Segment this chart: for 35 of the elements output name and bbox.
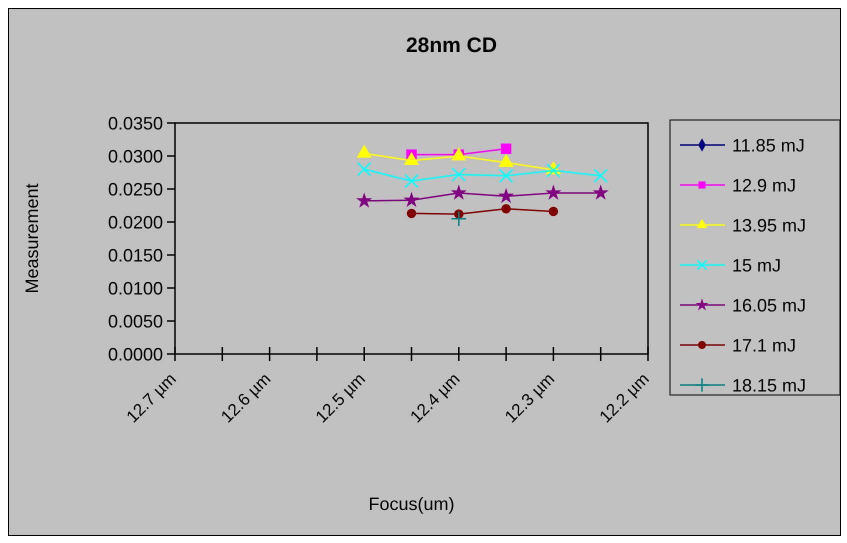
y-tick-label: 0.0000 (108, 344, 163, 364)
point (500, 143, 512, 154)
y-tick-label: 0.0300 (108, 146, 163, 166)
y-tick-label: 0.0250 (108, 179, 163, 200)
y-tick-label: 0.0150 (108, 245, 163, 266)
legend-label: 11.85 mJ (732, 135, 805, 156)
legend-label: 17.1 mJ (732, 335, 796, 356)
point (404, 174, 419, 188)
point (403, 192, 420, 208)
legend-label: 12.9 mJ (732, 175, 796, 196)
chart-title: 28nm CD (406, 34, 498, 57)
point (592, 184, 609, 200)
legend-label: 18.15 mJ (732, 375, 806, 396)
legend-label: 13.95 mJ (732, 215, 806, 236)
point (406, 208, 416, 218)
y-tick-label: 0.0200 (108, 212, 163, 232)
point (545, 184, 562, 200)
point (356, 192, 372, 208)
legend-label: 15 mJ (732, 255, 782, 276)
y-tick-label: 0.0350 (108, 113, 163, 134)
x-axis-title: Focus(um) (368, 494, 455, 514)
y-tick-label: 0.0050 (108, 311, 163, 332)
y-axis-title: Measurement (22, 183, 42, 294)
point (498, 168, 514, 183)
point (548, 206, 558, 216)
point (452, 167, 466, 182)
point (450, 184, 467, 200)
point (546, 163, 561, 178)
point (357, 162, 372, 176)
point (498, 188, 514, 204)
point (501, 204, 511, 214)
point (450, 210, 467, 227)
point (594, 168, 608, 183)
legend-label: 16.05 mJ (732, 295, 806, 316)
y-tick-label: 0.0100 (108, 278, 163, 298)
